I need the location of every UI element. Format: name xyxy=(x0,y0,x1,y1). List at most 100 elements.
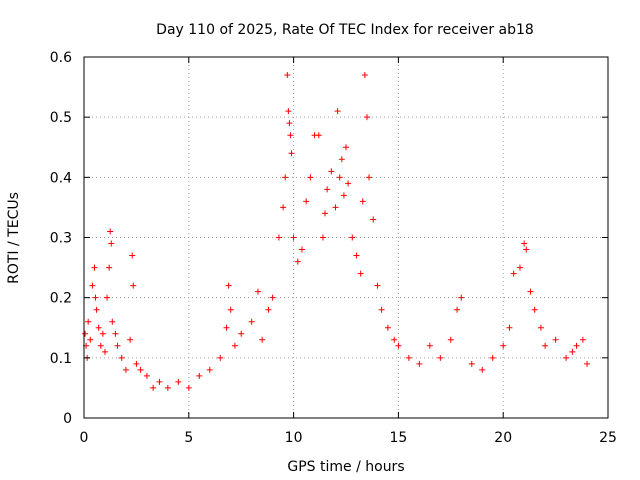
data-point xyxy=(579,336,586,343)
data-point xyxy=(322,210,329,217)
data-point xyxy=(133,360,140,367)
data-point xyxy=(426,342,433,349)
data-point xyxy=(231,342,238,349)
data-point xyxy=(361,72,368,79)
data-point xyxy=(130,282,137,289)
y-axis-label: ROTI / TECUs xyxy=(6,192,22,284)
data-point xyxy=(527,288,534,295)
data-point xyxy=(87,336,94,343)
data-point xyxy=(353,252,360,259)
data-point xyxy=(336,174,343,181)
data-point xyxy=(93,306,100,313)
grid-lines xyxy=(84,57,608,418)
data-point xyxy=(542,342,549,349)
data-point xyxy=(92,294,99,301)
data-point xyxy=(85,318,92,325)
data-point xyxy=(106,264,113,271)
data-point xyxy=(338,156,345,163)
data-point xyxy=(109,318,116,325)
y-tick-label: 0.3 xyxy=(50,231,72,247)
data-point xyxy=(405,354,412,361)
data-point xyxy=(384,324,391,331)
data-point xyxy=(307,174,314,181)
y-tick-label: 0 xyxy=(63,411,72,427)
data-point xyxy=(324,186,331,193)
data-point xyxy=(282,174,289,181)
data-point xyxy=(359,198,366,205)
data-point xyxy=(468,360,475,367)
data-point xyxy=(298,246,305,253)
data-point xyxy=(521,240,528,247)
data-point xyxy=(328,168,335,175)
data-point xyxy=(238,330,245,337)
data-point xyxy=(416,360,423,367)
data-point xyxy=(569,348,576,355)
data-point xyxy=(122,366,129,373)
data-point xyxy=(127,336,134,343)
data-point xyxy=(357,270,364,277)
data-point xyxy=(563,354,570,361)
data-point xyxy=(332,204,339,211)
data-point xyxy=(275,234,282,241)
data-point xyxy=(95,324,102,331)
data-point xyxy=(223,324,230,331)
data-point xyxy=(363,114,370,121)
data-point xyxy=(112,330,119,337)
x-tick-label: 5 xyxy=(184,430,193,446)
data-point xyxy=(345,180,352,187)
axis-ticks: 0 5 10 15 20 25 0 0.1 0.2 0.3 0.4 0.5 0.6 xyxy=(50,50,617,446)
data-point xyxy=(89,282,96,289)
data-point xyxy=(97,342,104,349)
data-point xyxy=(114,342,121,349)
data-point xyxy=(489,354,496,361)
data-point xyxy=(217,354,224,361)
data-point xyxy=(265,306,272,313)
data-point xyxy=(269,294,276,301)
data-point xyxy=(531,306,538,313)
data-point xyxy=(196,372,203,379)
data-point xyxy=(303,198,310,205)
data-point xyxy=(584,360,591,367)
y-tick-label: 0.5 xyxy=(50,110,72,126)
data-point xyxy=(150,384,157,391)
data-point xyxy=(82,330,89,337)
data-point xyxy=(101,348,108,355)
data-points xyxy=(82,72,591,391)
data-point xyxy=(378,306,385,313)
data-point xyxy=(164,384,171,391)
data-point xyxy=(286,120,293,127)
y-tick-label: 0.4 xyxy=(50,170,72,186)
data-point xyxy=(391,336,398,343)
x-tick-label: 25 xyxy=(599,430,617,446)
data-point xyxy=(225,282,232,289)
data-point xyxy=(315,132,322,139)
y-tick-label: 0.6 xyxy=(50,50,72,66)
data-point xyxy=(370,216,377,223)
data-point xyxy=(137,366,144,373)
y-tick-label: 0.1 xyxy=(50,351,72,367)
data-point xyxy=(108,240,115,247)
data-point xyxy=(185,384,192,391)
data-point xyxy=(288,150,295,157)
data-point xyxy=(107,228,114,235)
data-point xyxy=(537,324,544,331)
data-point xyxy=(447,336,454,343)
data-point xyxy=(156,378,163,385)
data-point xyxy=(454,306,461,313)
data-point xyxy=(248,318,255,325)
data-point xyxy=(259,336,266,343)
data-point xyxy=(349,234,356,241)
data-point xyxy=(99,330,106,337)
data-point xyxy=(254,288,261,295)
data-point xyxy=(500,342,507,349)
data-point xyxy=(395,342,402,349)
data-point xyxy=(552,336,559,343)
chart-title: Day 110 of 2025, Rate Of TEC Index for r… xyxy=(156,22,534,38)
data-point xyxy=(285,108,292,115)
data-point xyxy=(516,264,523,271)
data-point xyxy=(175,378,182,385)
data-point xyxy=(573,342,580,349)
data-point xyxy=(143,372,150,379)
